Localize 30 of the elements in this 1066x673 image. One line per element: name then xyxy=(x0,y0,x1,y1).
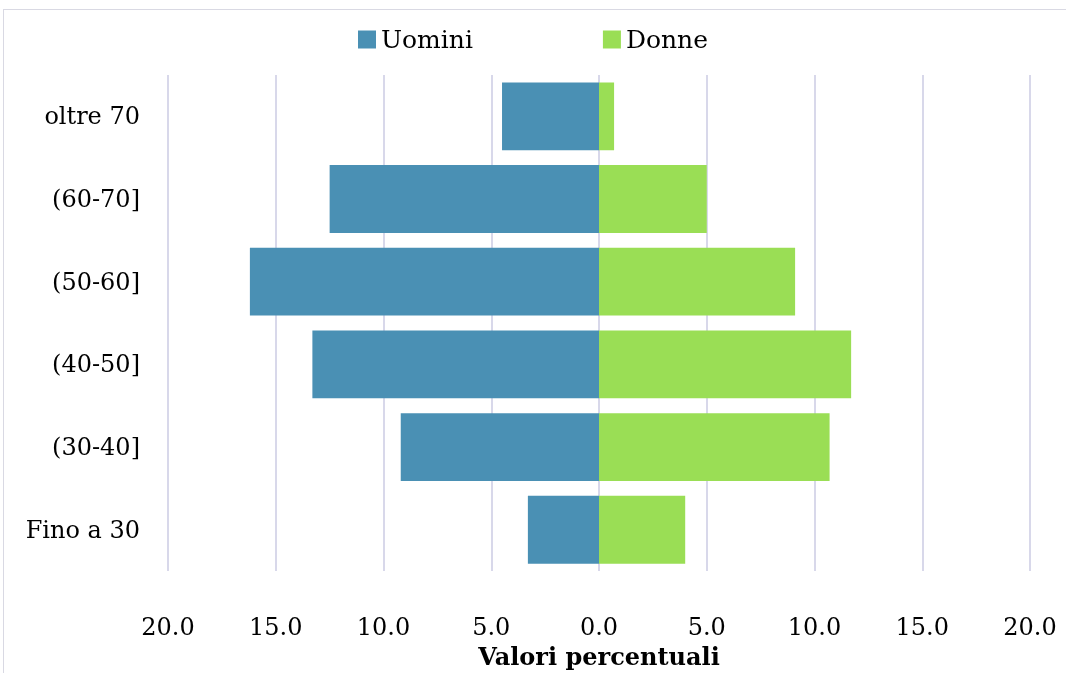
bar xyxy=(400,413,599,481)
bar xyxy=(527,495,599,564)
x-tick-label: 5.0 xyxy=(472,613,511,642)
x-tick-label: 15.0 xyxy=(249,613,303,642)
legend-label: Donne xyxy=(625,25,709,54)
legend-label: Uomini xyxy=(380,25,473,54)
x-tick-label: 20.0 xyxy=(141,613,195,642)
bar xyxy=(249,247,599,316)
bar xyxy=(599,82,615,151)
bar xyxy=(502,82,599,151)
y-tick-label: oltre 70 xyxy=(44,102,140,131)
x-tick-label: 0.0 xyxy=(579,613,619,642)
bar xyxy=(599,330,852,399)
x-tick-label: 20.0 xyxy=(1003,613,1057,642)
x-tick-label: 10.0 xyxy=(787,613,842,642)
bar xyxy=(599,495,686,564)
x-axis-title: Valori percentuali xyxy=(477,641,720,671)
x-tick-label: 10.0 xyxy=(356,613,411,642)
y-tick-label: (30-40] xyxy=(52,433,140,462)
bar xyxy=(599,247,796,316)
y-tick-label: (60-70] xyxy=(52,185,140,214)
bar xyxy=(599,165,707,233)
bar xyxy=(599,413,830,481)
y-tick-label: (50-60] xyxy=(52,267,140,296)
x-tick-label: 5.0 xyxy=(687,613,726,642)
bar xyxy=(329,165,599,233)
y-tick-label: Fino a 30 xyxy=(25,515,140,544)
bar xyxy=(312,330,599,399)
x-tick-label: 15.0 xyxy=(895,613,949,642)
y-tick-label: (40-50] xyxy=(52,350,140,379)
